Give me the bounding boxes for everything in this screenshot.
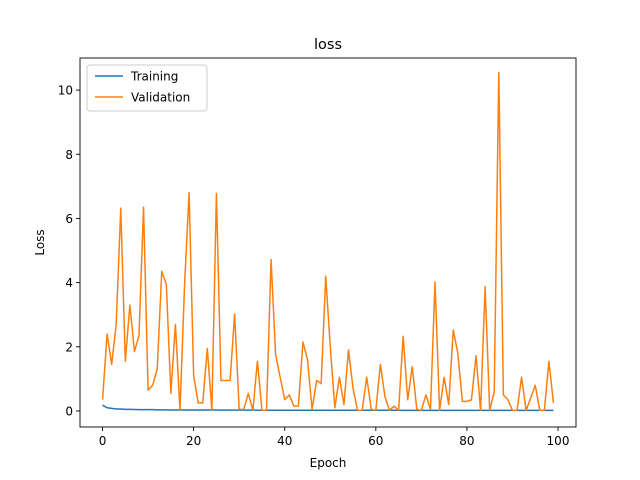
x-tick-label: 60 [368,434,383,448]
y-tick-label: 8 [65,148,73,162]
x-tick-label: 20 [186,434,201,448]
y-tick-label: 0 [65,404,73,418]
legend-label-validation: Validation [131,91,190,105]
x-axis-ticks: 0 20 40 60 80 100 [99,427,570,448]
y-tick-label: 4 [65,276,73,290]
legend-label-training: Training [130,70,178,84]
plot-area [80,58,576,427]
x-tick-label: 80 [459,434,474,448]
y-axis-label: Loss [33,229,47,255]
series-layer [101,71,555,412]
plot-frame [79,57,577,428]
x-axis-label: Epoch [310,456,347,470]
y-axis-ticks: 0 2 4 6 8 10 [58,84,80,418]
series-line-validation [101,71,555,412]
y-tick-label: 6 [65,212,73,226]
series-line-training [102,404,554,412]
y-tick-label: 2 [65,340,73,354]
x-tick-label: 100 [547,434,570,448]
x-tick-label: 40 [277,434,292,448]
x-tick-label: 0 [99,434,107,448]
legend: Training Validation [86,64,208,112]
y-tick-label: 10 [58,84,73,98]
chart-title: loss [314,37,342,53]
